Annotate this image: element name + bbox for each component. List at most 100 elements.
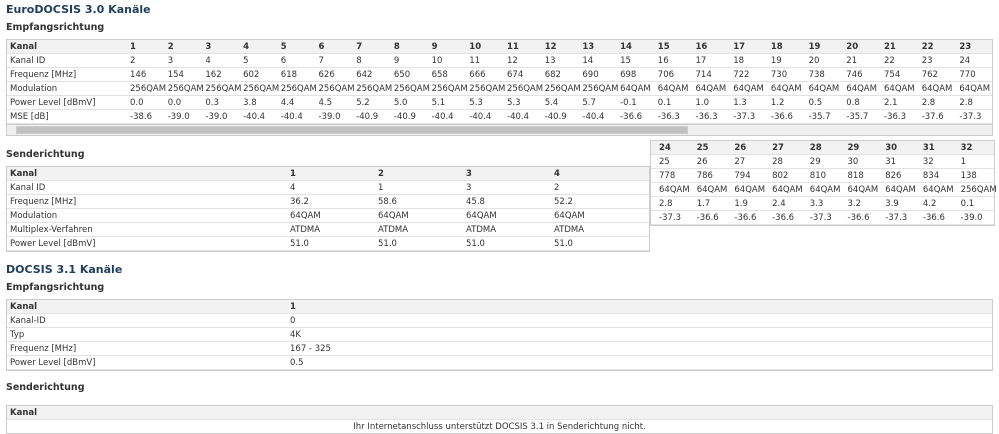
cell: 20: [846, 42, 859, 52]
cell: -40.9: [544, 112, 567, 122]
cell: 64QAM: [696, 185, 728, 195]
cell: -40.4: [469, 112, 492, 122]
cell: 64QAM: [922, 185, 954, 195]
cell: 3.2: [847, 199, 862, 209]
cell: 826: [885, 171, 902, 181]
cell: -37.3: [959, 112, 982, 122]
cell: 29: [809, 157, 821, 167]
cell: 256QAM: [960, 185, 997, 195]
cell: 36.2: [290, 197, 309, 207]
cell: 15: [620, 56, 631, 66]
message: Ihr Internetanschluss unterstützt DOCSIS…: [353, 422, 646, 432]
cell: 650: [393, 70, 411, 80]
cell: 3: [466, 183, 472, 193]
row-label: Modulation: [10, 211, 58, 221]
cell: 4: [243, 42, 250, 52]
row-label: Power Level [dBmV]: [10, 98, 96, 108]
cell: -37.3: [885, 213, 908, 223]
cell: -35.7: [808, 112, 831, 122]
cell: 256QAM: [318, 84, 355, 94]
cell: 626: [318, 70, 335, 80]
cell: 1.3: [733, 98, 747, 108]
cell: 58.6: [378, 197, 397, 207]
cell: 0.0: [167, 98, 182, 108]
cell: 810: [809, 171, 827, 181]
cell: 0.5: [808, 98, 823, 108]
cell: 13: [582, 42, 595, 52]
cell: 1: [378, 183, 384, 193]
cell: 778: [659, 171, 676, 181]
cell: 64QAM: [772, 185, 803, 195]
table-row: [7, 300, 992, 314]
row-label: Modulation: [10, 84, 58, 94]
cell: -36.3: [884, 112, 906, 122]
cell: 256QAM: [167, 84, 204, 94]
cell: 6: [318, 42, 325, 52]
cell: 666: [469, 70, 486, 80]
cell: 0.3: [205, 98, 219, 108]
cell: 834: [922, 171, 940, 181]
cell: -0.1: [620, 98, 637, 108]
cell: -39.0: [318, 112, 341, 122]
cell: 7: [318, 56, 324, 66]
table-row: [7, 96, 992, 110]
cell: -36.3: [657, 112, 680, 122]
cell: 256QAM: [393, 84, 430, 94]
cell: 2.1: [884, 98, 898, 108]
cell: 22: [921, 42, 934, 52]
cell: 2.4: [772, 199, 786, 209]
cell: 8: [393, 42, 400, 52]
cell: 26: [734, 143, 747, 153]
cell: 64QAM: [695, 84, 727, 94]
cell: 256QAM: [544, 84, 581, 94]
cell: 256QAM: [205, 84, 242, 94]
cell: 5.7: [582, 98, 596, 108]
cell: 51.0: [466, 239, 485, 249]
row-label: Multiplex-Verfahren: [10, 225, 93, 235]
table-row: [7, 209, 649, 223]
cell: 64QAM: [734, 185, 766, 195]
cell: 0.1: [657, 98, 672, 108]
cell: 3: [167, 56, 174, 66]
cell: 9: [393, 56, 400, 66]
cell: 27: [734, 157, 746, 167]
cell: 256QAM: [243, 84, 280, 94]
cell: ATDMA: [554, 225, 585, 235]
table-row: [7, 406, 992, 420]
cell: ATDMA: [466, 225, 497, 235]
table-row: [7, 40, 992, 54]
cell: -36.6: [696, 213, 719, 223]
cell: 738: [808, 70, 825, 80]
cell: 0.5: [290, 358, 304, 368]
cell: -36.6: [734, 213, 757, 223]
row-label: Power Level [dBmV]: [10, 358, 96, 368]
row-label: Frequenz [MHz]: [10, 344, 77, 354]
row-label: Kanal: [10, 408, 38, 418]
cell: -40.9: [393, 112, 416, 122]
cell: 31: [922, 143, 935, 153]
table-row: [7, 223, 649, 237]
table: [6, 166, 650, 252]
subsection-title: Senderichtung: [6, 149, 85, 160]
cell: 1.7: [696, 199, 711, 209]
cell: 154: [167, 70, 184, 80]
cell: -36.6: [770, 112, 793, 122]
cell: 29: [847, 143, 860, 153]
cell: 64QAM: [921, 84, 953, 94]
table-row: [7, 68, 992, 82]
subsection-title: Empfangsrichtung: [6, 282, 105, 293]
cell: 2: [378, 169, 384, 179]
cell: 64QAM: [770, 84, 802, 94]
cell: 0.8: [846, 98, 860, 108]
cell: 64QAM: [620, 84, 651, 94]
cell: 64QAM: [959, 84, 991, 94]
cell: 15: [657, 42, 670, 52]
cell: 146: [130, 70, 147, 80]
cell: 23: [959, 42, 972, 52]
cell: 64QAM: [290, 211, 321, 221]
table: [650, 140, 995, 226]
section-title: DOCSIS 3.1 Kanäle: [6, 263, 123, 276]
cell: 0.0: [130, 98, 144, 108]
cell: -40.4: [507, 112, 529, 122]
cell: 64QAM: [884, 84, 915, 94]
